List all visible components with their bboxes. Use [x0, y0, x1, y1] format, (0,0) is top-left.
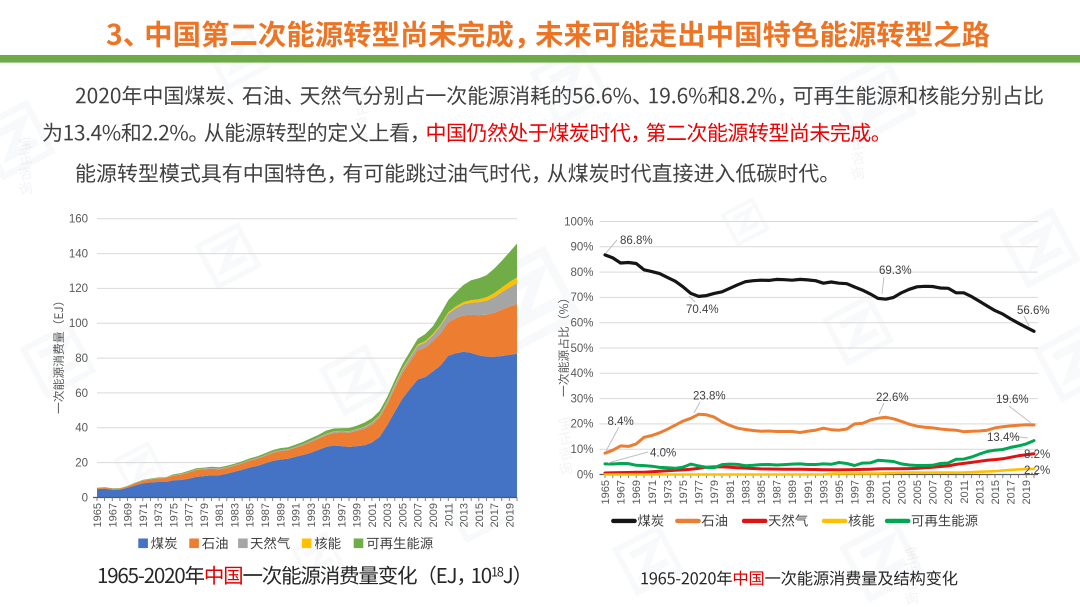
- svg-text:1981: 1981: [214, 503, 226, 527]
- svg-text:2009: 2009: [943, 480, 955, 504]
- svg-text:30%: 30%: [570, 393, 593, 405]
- svg-text:69.3%: 69.3%: [879, 265, 912, 277]
- svg-text:1989: 1989: [275, 503, 287, 527]
- svg-text:1967: 1967: [107, 503, 119, 527]
- svg-text:2007: 2007: [928, 480, 940, 504]
- svg-text:2.2%: 2.2%: [1024, 465, 1050, 477]
- svg-text:80%: 80%: [570, 267, 593, 279]
- svg-text:1977: 1977: [694, 480, 706, 504]
- svg-text:1977: 1977: [184, 503, 196, 527]
- svg-text:0%: 0%: [577, 469, 594, 481]
- svg-text:2011: 2011: [959, 480, 971, 504]
- svg-text:1989: 1989: [787, 480, 799, 504]
- svg-text:1973: 1973: [153, 503, 165, 527]
- svg-text:20: 20: [75, 457, 88, 469]
- svg-text:1975: 1975: [168, 503, 180, 527]
- svg-text:10%: 10%: [570, 444, 593, 456]
- svg-text:0: 0: [82, 492, 88, 504]
- svg-text:50%: 50%: [570, 343, 593, 355]
- svg-text:100: 100: [69, 318, 88, 330]
- svg-text:19.6%: 19.6%: [996, 394, 1029, 406]
- svg-text:100%: 100%: [564, 216, 593, 228]
- svg-text:2005: 2005: [397, 503, 409, 527]
- svg-text:23.8%: 23.8%: [693, 391, 726, 403]
- svg-text:1979: 1979: [709, 480, 721, 504]
- svg-text:2003: 2003: [896, 480, 908, 504]
- svg-text:1965: 1965: [92, 503, 104, 527]
- svg-text:1965: 1965: [600, 480, 612, 504]
- svg-text:2019: 2019: [504, 503, 516, 527]
- svg-text:1993: 1993: [306, 503, 318, 527]
- svg-text:70%: 70%: [570, 292, 593, 304]
- svg-text:56.6%: 56.6%: [1017, 305, 1050, 317]
- svg-text:2003: 2003: [382, 503, 394, 527]
- svg-text:1967: 1967: [616, 480, 628, 504]
- svg-text:13.4%: 13.4%: [987, 432, 1020, 444]
- svg-text:20%: 20%: [570, 419, 593, 431]
- svg-text:2017: 2017: [489, 503, 501, 527]
- svg-text:22.6%: 22.6%: [876, 392, 909, 404]
- svg-text:2005: 2005: [912, 480, 924, 504]
- svg-text:8.2%: 8.2%: [1024, 449, 1050, 461]
- svg-text:1983: 1983: [229, 503, 241, 527]
- svg-text:1969: 1969: [123, 503, 135, 527]
- svg-text:1987: 1987: [260, 503, 272, 527]
- svg-text:1997: 1997: [336, 503, 348, 527]
- svg-text:2015: 2015: [990, 480, 1002, 504]
- svg-text:2013: 2013: [459, 503, 471, 527]
- svg-text:40: 40: [75, 423, 88, 435]
- svg-text:1991: 1991: [803, 480, 815, 504]
- svg-text:1999: 1999: [352, 503, 364, 527]
- svg-text:80: 80: [75, 353, 88, 365]
- svg-text:1995: 1995: [321, 503, 333, 527]
- svg-text:2001: 2001: [367, 503, 379, 527]
- svg-text:1981: 1981: [725, 480, 737, 504]
- svg-text:1993: 1993: [818, 480, 830, 504]
- svg-text:1985: 1985: [245, 503, 257, 527]
- svg-text:1971: 1971: [647, 480, 659, 504]
- svg-text:1987: 1987: [772, 480, 784, 504]
- svg-text:2013: 2013: [974, 480, 986, 504]
- svg-text:60: 60: [75, 388, 88, 400]
- svg-text:2007: 2007: [413, 503, 425, 527]
- svg-text:120: 120: [69, 283, 88, 295]
- svg-text:1979: 1979: [199, 503, 211, 527]
- svg-text:4.0%: 4.0%: [650, 448, 676, 460]
- svg-text:2019: 2019: [1021, 480, 1033, 504]
- svg-text:2001: 2001: [881, 480, 893, 504]
- svg-text:2017: 2017: [1006, 480, 1018, 504]
- svg-text:1985: 1985: [756, 480, 768, 504]
- svg-text:1969: 1969: [631, 480, 643, 504]
- svg-text:1995: 1995: [834, 480, 846, 504]
- svg-text:160: 160: [69, 214, 88, 226]
- svg-text:1991: 1991: [291, 503, 303, 527]
- svg-text:70.4%: 70.4%: [686, 304, 719, 316]
- svg-text:40%: 40%: [570, 368, 593, 380]
- svg-text:86.8%: 86.8%: [620, 235, 653, 247]
- svg-text:1973: 1973: [662, 480, 674, 504]
- svg-text:2009: 2009: [428, 503, 440, 527]
- svg-text:1999: 1999: [865, 480, 877, 504]
- svg-text:1971: 1971: [138, 503, 150, 527]
- svg-text:2015: 2015: [474, 503, 486, 527]
- svg-text:1997: 1997: [850, 480, 862, 504]
- svg-text:90%: 90%: [570, 242, 593, 254]
- svg-text:8.4%: 8.4%: [608, 416, 634, 428]
- svg-text:60%: 60%: [570, 318, 593, 330]
- svg-text:1983: 1983: [740, 480, 752, 504]
- svg-text:140: 140: [69, 248, 88, 260]
- svg-text:1975: 1975: [678, 480, 690, 504]
- svg-text:2011: 2011: [443, 503, 455, 527]
